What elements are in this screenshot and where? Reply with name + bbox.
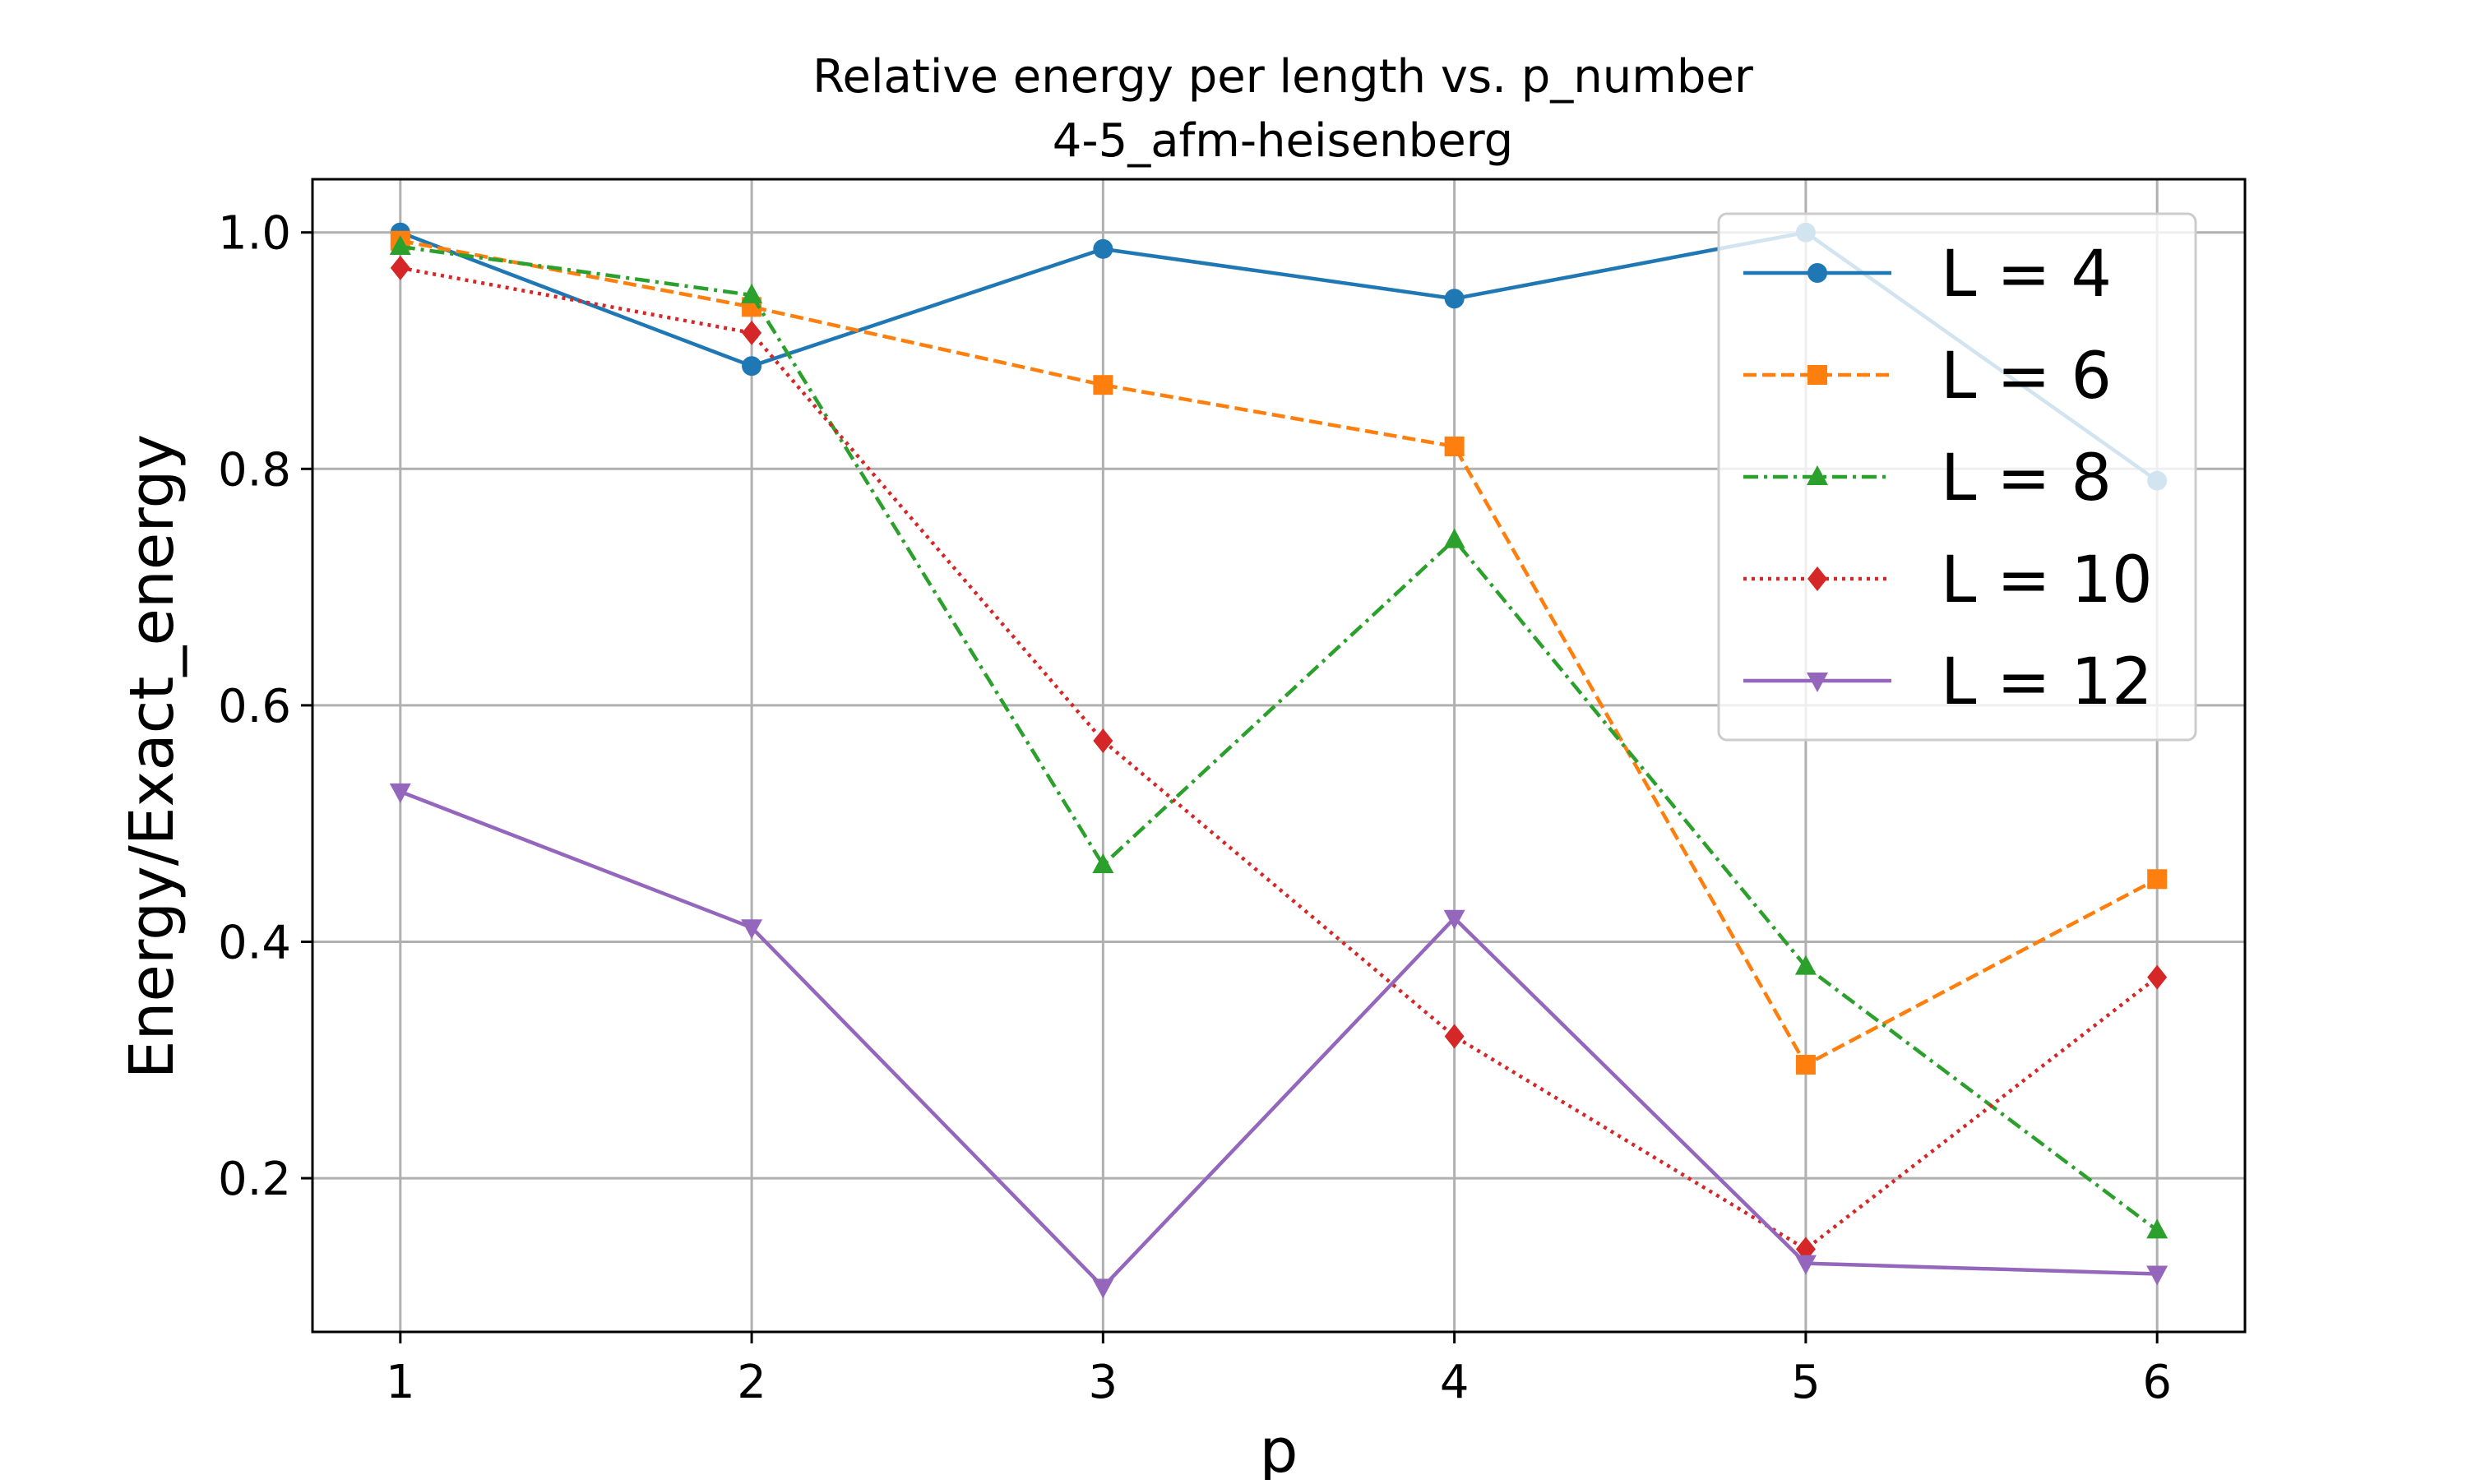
x-tick-label: 1 [386,1356,415,1409]
x-tick-label: 5 [1791,1356,1821,1409]
data-point [1093,728,1113,754]
legend-label: L = 4 [1941,238,2112,312]
legend-label: L = 12 [1941,645,2153,719]
legend-label: L = 6 [1941,340,2112,414]
plot-frame [311,178,2247,1334]
legend: L = 4 L = 6 L = 8 L = 10 L = 12 [1717,212,2197,742]
data-point [742,320,762,345]
series-line [400,789,2158,1289]
data-point [741,283,763,303]
series-line [400,238,2159,1067]
data-point [2146,1265,2168,1286]
data-point [389,783,411,803]
data-point [1443,528,1465,548]
y-tick-label: 0.8 [218,443,291,497]
series-4 [389,783,2168,1299]
legend-marker [1807,465,1828,485]
x-tick-label: 6 [2142,1356,2172,1409]
series-line [400,266,2159,1251]
data-point [1444,436,1465,456]
y-tick-label: 1.0 [218,207,291,261]
data-point [1443,909,1465,930]
chart-subtitle: 4-5_afm-heisenberg [1053,114,1513,168]
data-point [742,356,762,377]
data-point [1092,1278,1114,1299]
data-point [1093,238,1113,259]
legend-item: L = 12 [1743,645,2153,719]
data-point [1794,1255,1817,1275]
y-tick-label: 0.4 [218,916,291,969]
x-axis-label: p [1260,1416,1298,1480]
legend-marker [1807,566,1827,591]
x-tick-label: 2 [737,1356,766,1409]
y-tick-label: 0.2 [218,1153,291,1206]
legend-box [1717,212,2197,742]
data-point [1444,289,1465,309]
data-point [1093,375,1113,395]
legend-item: L = 8 [1743,442,2112,515]
data-point [389,234,411,255]
data-point [741,919,763,940]
series-2 [389,234,2168,1239]
legend-item: L = 4 [1743,238,2112,312]
legend-marker [1807,365,1827,385]
data-point [1092,853,1114,874]
x-tick-label: 4 [1440,1356,1470,1409]
legend-item: L = 10 [1743,543,2153,617]
legend-marker [1807,263,1827,283]
legend-item: L = 6 [1743,340,2112,414]
x-tick-label: 3 [1089,1356,1118,1409]
data-point [1444,1024,1465,1049]
data-point [2146,1218,2168,1239]
data-point [2147,869,2168,890]
y-axis-label: Energy/Exact_energy [117,434,187,1079]
data-point [1794,955,1817,975]
y-tick-label: 0.6 [218,680,291,733]
data-point [1795,1055,1816,1075]
legend-label: L = 10 [1941,543,2153,617]
legend-label: L = 8 [1941,442,2112,515]
ticks: 1 2 3 4 5 6 0.2 0.4 0.6 0.8 1.0 [218,207,2172,1409]
data-point [390,255,410,280]
chart-title: Relative energy per length vs. p_number [812,50,1754,104]
data-point [2147,964,2168,990]
legend-marker [1807,673,1828,692]
